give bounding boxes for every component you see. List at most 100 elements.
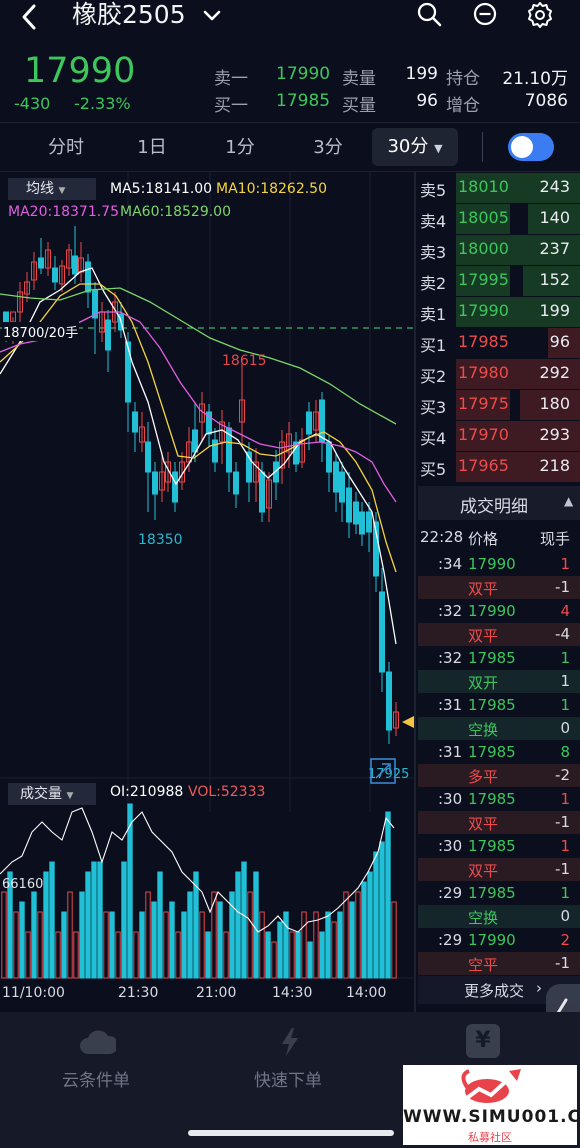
ma60-value: MA60:18529.00 (120, 204, 231, 220)
order-line-label[interactable]: 18700/20手 (2, 322, 80, 341)
volume-bar (115, 931, 121, 979)
volume-bar (307, 941, 313, 979)
candle-body (346, 487, 352, 523)
deal-type-row: 双开 1 (418, 670, 580, 693)
volume-bar (181, 911, 187, 979)
oi-change: 7086 (524, 91, 568, 111)
quick-order-button[interactable]: 快速下单 (254, 1071, 322, 1091)
deal-type: 双开 (468, 674, 499, 692)
x-axis-label: 14:00 (346, 985, 387, 1001)
volume-bar (355, 891, 361, 979)
orderbook-bid-row[interactable]: 买3 17975 180 (418, 390, 580, 420)
toggle-knob (511, 136, 533, 158)
orderbook-ask-row[interactable]: 卖5 18010 243 (418, 173, 580, 203)
price-bg (456, 297, 510, 327)
ask1-price: 17990 (276, 64, 331, 84)
orderbook-level-label: 买2 (420, 367, 447, 386)
deal-type: 双平 (468, 580, 499, 598)
contract-title[interactable]: 橡胶2505 (72, 0, 186, 30)
gear-icon[interactable] (526, 1, 554, 29)
deal-row: :30 17985 1 (418, 788, 580, 811)
candle-body (366, 511, 372, 533)
deal-row: :29 17985 1 (418, 882, 580, 905)
candle-body (299, 439, 305, 463)
deal-price: 17985 (468, 743, 516, 761)
candle-body (125, 341, 131, 403)
orderbook-volume: 237 (539, 239, 570, 258)
volume-bar (205, 931, 211, 979)
deal-type-row: 空换 0 (418, 717, 580, 740)
orderbook-bid-row[interactable]: 买4 17970 293 (418, 421, 580, 451)
volume-bar (379, 841, 385, 979)
chevron-down-icon[interactable] (202, 6, 222, 26)
orderbook-level-label: 卖5 (420, 181, 447, 200)
orderbook-ask-row[interactable]: 卖4 18005 140 (418, 204, 580, 234)
deal-time: :32 (438, 649, 463, 667)
chart-mode-toggle[interactable] (508, 133, 554, 161)
candle-body (373, 521, 379, 577)
zoom-out-icon[interactable] (370, 758, 396, 784)
open-interest: 21.10万 (502, 69, 568, 89)
orderbook-bid-row[interactable]: 买1 17985 96 (418, 328, 580, 358)
orderbook-ask-row[interactable]: 卖1 17990 199 (418, 297, 580, 327)
yen-icon[interactable]: ¥ (466, 1024, 500, 1058)
orderbook-bid-row[interactable]: 买5 17965 218 (418, 452, 580, 482)
orderbook-price: 18010 (458, 177, 509, 196)
ask-vol: 199 (405, 64, 438, 84)
deal-price: 17990 (468, 931, 516, 949)
candle-body (286, 433, 292, 453)
deal-row: :29 17990 2 (418, 929, 580, 952)
orderbook-price: 17970 (458, 425, 509, 444)
orderbook-volume: 292 (539, 363, 570, 382)
volume-dropdown[interactable]: 成交量 ▼ (8, 783, 96, 805)
volume-bar (103, 911, 109, 979)
kline-chart[interactable] (0, 172, 414, 1012)
orderbook-volume: 218 (539, 456, 570, 475)
deal-type-row: 空换 0 (418, 905, 580, 928)
search-icon[interactable] (416, 1, 444, 29)
tab-timeshare[interactable]: 分时 (48, 137, 84, 158)
ma10-value: MA10:18262.50 (216, 181, 327, 197)
volume-bar (151, 901, 157, 979)
deal-detail-header[interactable]: 成交明细 ▲ (418, 486, 580, 520)
price-bg (456, 266, 510, 296)
volume-bar (283, 911, 289, 979)
candle-body (293, 441, 299, 465)
candle-body (212, 439, 218, 463)
candle-body (105, 319, 111, 351)
candle-body (339, 471, 345, 503)
orderbook-ask-row[interactable]: 卖3 18000 237 (418, 235, 580, 265)
deal-price: 17985 (468, 837, 516, 855)
candle-body (192, 429, 198, 453)
orderbook-ask-row[interactable]: 卖2 17995 152 (418, 266, 580, 296)
oi-label: 持仓 (446, 69, 480, 89)
candle-body (313, 411, 319, 431)
ma-dropdown[interactable]: 均线 ▼ (8, 178, 96, 200)
deal-price: 17985 (468, 649, 516, 667)
candle-body (72, 255, 78, 275)
deal-type-row: 双平 -1 (418, 858, 580, 881)
price-change-pct: -2.33% (74, 94, 131, 113)
bull-logo (461, 1069, 521, 1103)
cloud-order-button[interactable]: 云条件单 (62, 1071, 130, 1091)
deal-time: :31 (438, 696, 463, 714)
bid1-price: 17985 (276, 91, 331, 111)
tab-1day[interactable]: 1日 (137, 137, 167, 158)
volume-bar (301, 911, 307, 979)
volume-bar (91, 861, 97, 979)
back-icon[interactable] (14, 2, 44, 32)
remove-watchlist-icon[interactable] (472, 1, 500, 29)
divider (0, 122, 580, 123)
deal-oi-change: -4 (555, 625, 570, 643)
deal-price: 17990 (468, 555, 516, 573)
orderbook-level-label: 买5 (420, 460, 447, 479)
tab-30min[interactable]: 30分 ▼ (372, 128, 458, 166)
deal-time: :29 (438, 931, 463, 949)
caret-down-icon: ▼ (434, 142, 443, 155)
orderbook-bid-row[interactable]: 买2 17980 292 (418, 359, 580, 389)
tab-1min[interactable]: 1分 (225, 137, 255, 158)
candle-body (139, 426, 145, 443)
x-axis-label: 14:30 (272, 985, 313, 1001)
deal-type-row: 多平 -2 (418, 764, 580, 787)
tab-3min[interactable]: 3分 (313, 137, 343, 158)
